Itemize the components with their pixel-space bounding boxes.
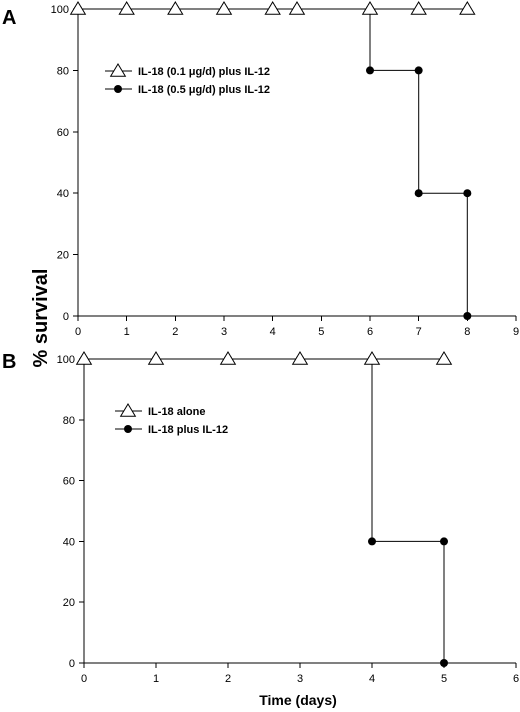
panel-a-triangle-marker bbox=[459, 1, 476, 15]
panel-a-y-tick-label: 20 bbox=[57, 250, 69, 262]
panel-b-triangle-marker bbox=[219, 351, 237, 365]
panel-a-x-tick-label: 1 bbox=[124, 326, 130, 338]
panel-b-x-tick-label: 3 bbox=[297, 673, 303, 685]
panel-a-triangle-marker bbox=[264, 1, 281, 15]
panel-a-x-tick-label: 9 bbox=[513, 326, 519, 338]
panel-a-triangle-marker bbox=[361, 1, 379, 15]
panel-a-legend-label: IL-18 (0.5 μg/d) plus IL-12 bbox=[138, 84, 270, 96]
panel-b-y-tick-label: 0 bbox=[69, 658, 75, 670]
panel-b-y-tick-label: 20 bbox=[63, 597, 75, 609]
panel-a-legend: IL-18 (0.1 μg/d) plus IL-12 IL-18 (0.5 μg… bbox=[105, 63, 270, 96]
panel-b-y-tick-label: 60 bbox=[63, 476, 75, 488]
panel-a-x-tick-label: 0 bbox=[75, 326, 81, 338]
panel-a-x-tick-label: 3 bbox=[221, 326, 227, 338]
panel-a-triangle-marker bbox=[215, 1, 233, 15]
panel-a-series-circle bbox=[74, 5, 472, 320]
panel-a-circle-marker bbox=[414, 66, 423, 75]
panel-b-x-tick-label: 1 bbox=[153, 673, 159, 685]
panel-b-triangle-marker bbox=[291, 351, 309, 365]
panel-b-y-tick-label: 100 bbox=[57, 354, 75, 366]
panel-a-y-tick-label: 60 bbox=[57, 127, 69, 139]
panel-b-circle-marker bbox=[440, 659, 448, 667]
panel-a-legend-label: IL-18 (0.1 μg/d) plus IL-12 bbox=[138, 66, 270, 78]
panel-a-letter: A bbox=[2, 7, 16, 29]
panel-b-letter: B bbox=[2, 351, 16, 373]
panel-b-legend: IL-18 alone IL-18 plus IL-12 bbox=[115, 403, 228, 436]
panel-a-chart: 0 1 2 3 4 5 6 7 8 9 0 20 40 60 80 100 IL-18 (0.1 μg/d) p… bbox=[51, 1, 519, 338]
panel-b-series-triangle bbox=[75, 351, 453, 365]
y-axis-title: % survival bbox=[30, 269, 52, 368]
panel-b-series-line bbox=[84, 358, 445, 663]
panel-b-y-tick-label: 80 bbox=[63, 415, 75, 427]
panel-a-x-tick-label: 8 bbox=[464, 326, 470, 338]
panel-a-circle-marker bbox=[463, 189, 472, 198]
panel-a-y-tick-label: 100 bbox=[51, 4, 69, 16]
panel-a-legend-circle-marker bbox=[114, 85, 122, 93]
panel-a-circle-marker bbox=[414, 189, 423, 198]
panel-a-triangle-marker bbox=[69, 1, 87, 15]
panel-b-triangle-marker bbox=[435, 351, 453, 365]
panel-b-x-tick-label: 5 bbox=[441, 673, 447, 685]
panel-b-legend-label: IL-18 alone bbox=[148, 406, 205, 418]
panel-a-y-tick-label: 0 bbox=[63, 311, 69, 323]
panel-b-legend-circle-marker bbox=[124, 425, 132, 433]
panel-b-legend-label: IL-18 plus IL-12 bbox=[148, 424, 228, 436]
panel-a-triangle-marker bbox=[167, 1, 184, 15]
panel-a-y-tick-label: 40 bbox=[57, 188, 69, 200]
panel-b-x-tick-label: 0 bbox=[81, 673, 87, 685]
panel-a-triangle-marker bbox=[410, 1, 427, 15]
panel-b-triangle-marker bbox=[75, 351, 93, 365]
panel-a-triangle-marker bbox=[288, 1, 306, 15]
panel-b-x-tick-label: 2 bbox=[225, 673, 231, 685]
panel-a-circle-marker bbox=[463, 312, 472, 320]
panel-b-circle-marker bbox=[440, 537, 448, 546]
panel-a-triangle-marker bbox=[118, 1, 135, 15]
panel-a-series-line bbox=[78, 8, 468, 316]
panel-b-circle-marker bbox=[368, 537, 376, 546]
panel-b-y-tick-label: 40 bbox=[63, 536, 75, 548]
panel-a-circle-marker bbox=[366, 66, 374, 75]
panel-a-x-tick-label: 2 bbox=[172, 326, 178, 338]
panel-b-series-circle bbox=[80, 355, 448, 667]
panel-b-legend-triangle-marker bbox=[119, 403, 137, 417]
panel-b-x-tick-label: 6 bbox=[513, 673, 519, 685]
panel-b-x-tick-label: 4 bbox=[369, 673, 375, 685]
panel-a-x-tick-label: 6 bbox=[367, 326, 373, 338]
panel-a-x-tick-label: 5 bbox=[318, 326, 324, 338]
panel-a-x-tick-label: 4 bbox=[270, 326, 276, 338]
panel-a-x-tick-label: 7 bbox=[416, 326, 422, 338]
x-axis-title: Time (days) bbox=[259, 692, 337, 708]
panel-a-legend-triangle-marker bbox=[109, 63, 127, 77]
panel-b-triangle-marker bbox=[147, 351, 165, 365]
panel-b-triangle-marker bbox=[363, 351, 381, 365]
panel-a-axes: 0 1 2 3 4 5 6 7 8 9 0 20 40 60 80 100 bbox=[51, 4, 519, 338]
panel-a-series-triangle bbox=[69, 1, 476, 15]
panel-a-y-tick-label: 80 bbox=[57, 65, 69, 77]
